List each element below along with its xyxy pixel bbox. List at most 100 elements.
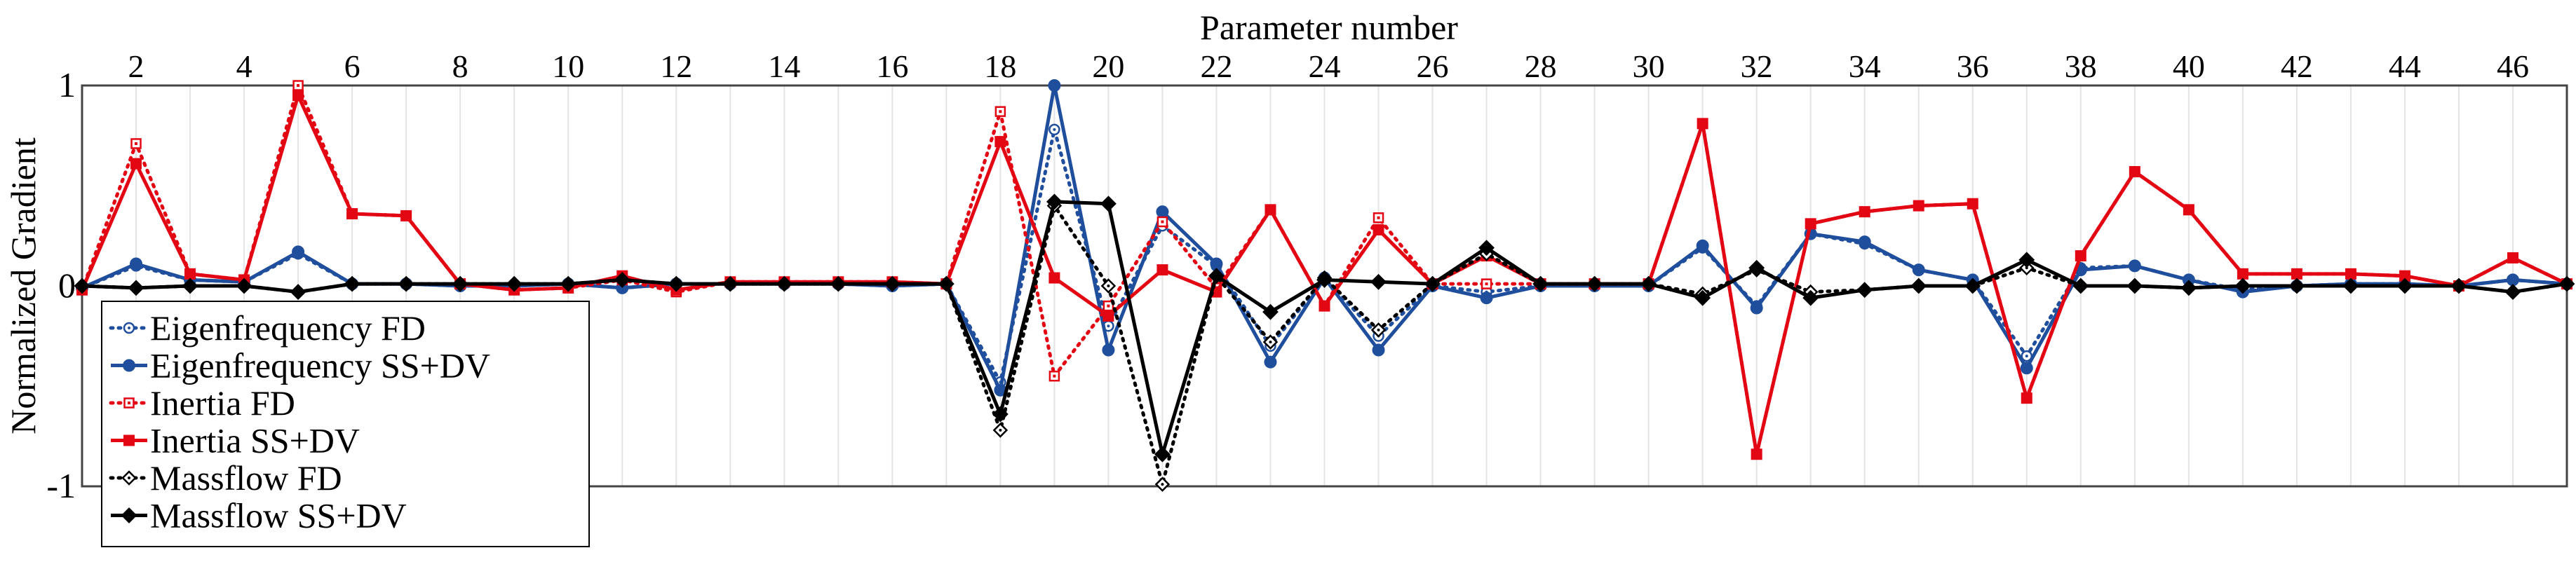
data-point [1316, 272, 1333, 288]
data-point-center [297, 84, 300, 87]
data-point [2288, 277, 2305, 294]
data-point [1910, 277, 1927, 294]
x-tick-label: 26 [1417, 48, 1449, 84]
data-point [2021, 392, 2032, 404]
data-point [346, 208, 358, 220]
data-point [1697, 118, 1708, 130]
data-point [1859, 206, 1870, 218]
data-point [2129, 165, 2140, 177]
legend-box [101, 301, 590, 547]
data-point [74, 277, 90, 294]
data-point [1967, 198, 1978, 210]
legend-label: Inertia FD [150, 383, 295, 423]
data-point [1048, 272, 1060, 284]
y-tick-label: 1 [58, 65, 76, 104]
legend-marker [123, 434, 135, 446]
data-point [2126, 277, 2143, 294]
data-point [1696, 239, 1709, 252]
data-point [992, 406, 1009, 423]
x-tick-label: 24 [1309, 48, 1341, 84]
data-point [2183, 204, 2194, 216]
data-point [452, 275, 468, 292]
data-point [938, 275, 955, 292]
x-tick-label: 28 [1525, 48, 1557, 84]
data-point [1102, 310, 1114, 322]
data-point-center [1053, 128, 1056, 131]
legend-item: Massflow SS+DV [111, 496, 407, 535]
legend-item: Eigenfrequency FD [109, 308, 426, 348]
data-point [1156, 205, 1169, 219]
legend-label: Inertia SS+DV [150, 421, 360, 460]
data-point-center [1107, 324, 1110, 328]
legend-marker-center [128, 477, 130, 479]
data-point [668, 275, 685, 292]
data-point [2020, 362, 2033, 375]
data-point-center [1053, 374, 1056, 378]
data-point [1586, 275, 1603, 292]
data-point-center [1485, 282, 1488, 286]
data-point [290, 284, 306, 300]
data-point [1208, 268, 1225, 285]
data-point [2291, 268, 2302, 280]
y-tick-label: -1 [46, 466, 76, 505]
data-point [1100, 196, 1117, 212]
legend-item: Inertia FD [109, 383, 295, 423]
data-point [884, 275, 901, 292]
data-point [2072, 277, 2089, 294]
x-tick-label: 18 [984, 48, 1016, 84]
data-point [994, 136, 1006, 148]
data-point [1694, 289, 1711, 306]
legend-label: Eigenfrequency FD [150, 308, 426, 348]
x-tick-label: 42 [2281, 48, 2313, 84]
legend-item: Eigenfrequency SS+DV [111, 346, 490, 385]
data-point [776, 275, 793, 292]
data-point-center [999, 428, 1002, 432]
data-point [128, 280, 144, 296]
legend-label: Eigenfrequency SS+DV [150, 346, 490, 385]
data-point [1913, 200, 1924, 212]
series-layer [74, 79, 2575, 492]
data-point [1154, 446, 1171, 462]
x-tick-label: 38 [2065, 48, 2097, 84]
data-point [1751, 448, 1762, 460]
legend-item: Inertia SS+DV [111, 421, 360, 460]
data-point [1156, 264, 1168, 276]
data-point [2234, 277, 2251, 294]
data-point [1858, 235, 1871, 249]
legend-marker-center [128, 402, 130, 404]
data-point [2180, 280, 2197, 296]
legend-marker [121, 507, 137, 523]
x-axis-label: Parameter number [1200, 8, 1458, 47]
data-point [1048, 79, 1061, 92]
data-point [1805, 218, 1816, 230]
data-point [344, 275, 360, 292]
x-tick-label: 8 [452, 48, 468, 84]
data-point-center [1107, 285, 1110, 287]
data-point-center [2025, 355, 2028, 358]
data-point [506, 275, 522, 292]
data-point [184, 268, 196, 280]
data-point [1748, 259, 1765, 276]
data-point [1750, 301, 1763, 315]
x-tick-label: 14 [768, 48, 800, 84]
data-point [182, 277, 198, 294]
y-tick-label: 0 [58, 266, 76, 305]
y-axis-label: Normalized Gradient [4, 137, 43, 434]
data-point-center [999, 110, 1002, 114]
x-tick-label: 32 [1741, 48, 1773, 84]
data-point [1102, 343, 1115, 357]
data-point [2237, 268, 2248, 280]
x-tick-label: 44 [2389, 48, 2421, 84]
data-point [1265, 204, 1276, 216]
data-point-center [1377, 216, 1380, 219]
x-tick-label: 40 [2173, 48, 2205, 84]
data-point [2558, 275, 2575, 292]
x-tick-label: 36 [1957, 48, 1989, 84]
legend-label: Massflow SS+DV [150, 496, 407, 535]
data-point-center [1161, 483, 1164, 486]
data-point-center [1377, 328, 1380, 331]
x-tick-label: 46 [2497, 48, 2529, 84]
data-point [1480, 292, 1493, 305]
data-point [2342, 277, 2359, 294]
